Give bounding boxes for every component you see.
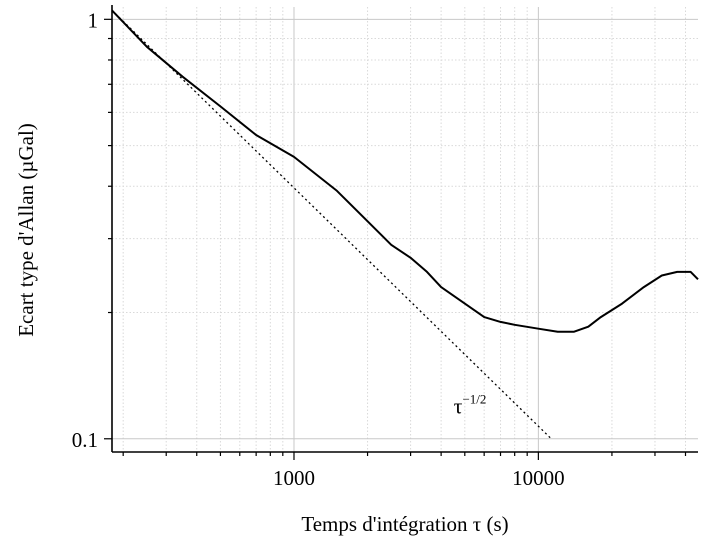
tau-annotation-base: τ — [454, 393, 463, 418]
tau-reference-line — [111, 9, 552, 440]
grid — [112, 7, 698, 452]
plot-frame — [111, 5, 698, 453]
y-tick-label: 1 — [88, 8, 99, 32]
tau-annotation: τ−1/2 — [454, 391, 487, 418]
allan-deviation-line — [111, 9, 699, 333]
x-tick-label: 1000 — [273, 466, 315, 490]
series-layer — [111, 9, 699, 440]
tau-annotation-exponent: −1/2 — [462, 391, 486, 406]
y-tick-label: 0.1 — [72, 428, 98, 452]
x-axis-label: Temps d'intégration τ (s) — [301, 512, 508, 536]
ticks-layer: 1000 10000 1 0.1 — [72, 8, 687, 490]
y-axis-label: Ecart type d'Allan (µGal) — [14, 123, 38, 337]
x-tick-label: 10000 — [512, 466, 565, 490]
